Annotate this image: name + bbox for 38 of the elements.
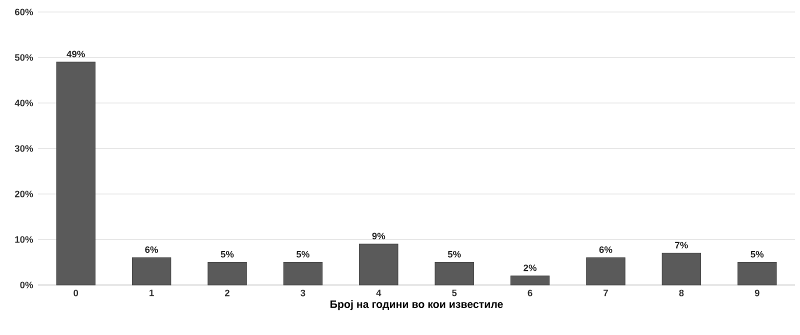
bar [359, 244, 398, 286]
y-tick-label: 10% [15, 236, 34, 243]
bar [586, 257, 626, 286]
x-tick-label: 1 [150, 290, 154, 296]
x-tick-label: 8 [679, 290, 684, 296]
data-label: 49% [66, 50, 85, 58]
data-label: 6% [145, 246, 158, 253]
y-tick-label: 20% [14, 190, 34, 198]
bar [56, 62, 96, 286]
x-axis-title: Број на години во кои известиле [330, 300, 503, 310]
data-label: 5% [296, 250, 310, 258]
data-label: 5% [220, 250, 234, 258]
x-tick-label: 3 [300, 290, 306, 296]
x-tick-label: 7 [604, 290, 608, 296]
x-tick-label: 6 [528, 290, 532, 296]
x-tick-label: 9 [754, 290, 760, 296]
y-tick-label: 50% [14, 54, 34, 61]
x-tick-label: 2 [224, 290, 230, 296]
y-tick-label: 30% [14, 145, 34, 152]
bar [510, 276, 550, 286]
x-tick-label: 0 [74, 290, 78, 296]
y-tick-label: 0% [20, 282, 34, 288]
x-tick-label: 5 [452, 290, 457, 296]
bar [132, 257, 172, 286]
y-tick-label: 60% [14, 8, 34, 16]
x-tick-label: 4 [376, 290, 382, 296]
data-label: 2% [524, 264, 537, 272]
bar [434, 262, 474, 286]
data-label: 9% [372, 232, 386, 240]
bar [208, 262, 247, 286]
data-label: 5% [750, 250, 764, 258]
bar [662, 252, 702, 286]
data-label: 6% [599, 246, 612, 253]
y-tick-label: 40% [14, 100, 34, 106]
data-label: 7% [675, 242, 688, 248]
data-label: 5% [448, 250, 461, 258]
bar [738, 262, 777, 286]
bar [283, 262, 323, 286]
